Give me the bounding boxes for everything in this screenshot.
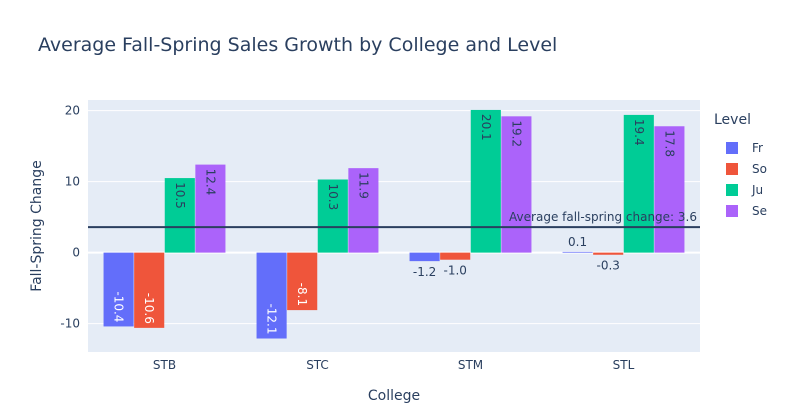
- data-label: -0.3: [596, 259, 619, 273]
- bar-so-stm: [440, 252, 471, 260]
- data-label: 20.1: [479, 114, 493, 141]
- axes: -10 0 10 20 STB STC STM STL: [60, 104, 634, 372]
- x-tick-label: STC: [306, 358, 329, 372]
- data-label: 19.2: [509, 120, 523, 147]
- reference-line-group: Average fall-spring change: 3.6: [88, 210, 700, 229]
- x-tick-label: STL: [613, 358, 635, 372]
- data-labels: -10.4 -10.610.512.4-12.1-8.110.3 11.9-1.2-…: [112, 114, 677, 335]
- legend-label: Se: [752, 203, 767, 218]
- bars: [103, 109, 685, 339]
- bar-se-stb: [195, 164, 226, 253]
- x-tick-label: STB: [153, 358, 176, 372]
- chart-title: Average Fall-Spring Sales Growth by Coll…: [38, 34, 558, 56]
- bar-so-stl: [593, 252, 624, 255]
- bar-so-stb: [134, 252, 165, 328]
- legend-swatch: [726, 183, 738, 196]
- data-label: 17.8: [662, 130, 676, 157]
- data-label: -1.0: [443, 264, 466, 278]
- bar-se-stl: [654, 126, 685, 253]
- x-tick-label: STM: [458, 358, 483, 372]
- legend-swatch: [726, 204, 738, 217]
- data-label: 12.4: [203, 169, 217, 196]
- bar-fr-stb: [103, 252, 134, 327]
- legend-title: Level: [714, 112, 751, 128]
- y-axis-title: Fall-Spring Change: [29, 160, 45, 291]
- data-label: 11.9: [356, 172, 370, 199]
- bar-so-stc: [287, 252, 318, 311]
- bar-ju-stc: [317, 179, 348, 253]
- data-label: -1.2: [413, 265, 436, 279]
- reference-line-label: Average fall-spring change: 3.6: [509, 210, 697, 224]
- bar-fr-stm: [409, 252, 440, 262]
- data-label: -10.4: [112, 291, 126, 322]
- legend-swatch: [726, 162, 738, 175]
- legend: Level Fr So Ju Se: [714, 112, 767, 221]
- data-label: -8.1: [295, 283, 309, 306]
- y-tick-label: 10: [65, 175, 80, 189]
- y-tick-label: -10: [60, 317, 80, 331]
- bar-fr-stl: [562, 251, 593, 253]
- legend-label: So: [752, 161, 767, 176]
- legend-item-fr[interactable]: Fr: [714, 137, 767, 158]
- bar-ju-stm: [470, 109, 501, 253]
- data-label: 19.4: [632, 119, 646, 146]
- bar-se-stc: [348, 168, 379, 253]
- y-tick-label: 0: [72, 246, 80, 260]
- legend-item-ju[interactable]: Ju: [714, 179, 767, 200]
- data-label: -10.6: [142, 293, 156, 324]
- y-tick-label: 20: [65, 104, 80, 118]
- legend-swatch: [726, 141, 738, 154]
- legend-label: Ju: [752, 182, 764, 197]
- legend-item-so[interactable]: So: [714, 158, 767, 179]
- data-label: 0.1: [568, 235, 587, 249]
- data-label: 10.5: [173, 182, 187, 209]
- legend-label: Fr: [752, 140, 763, 155]
- x-axis-title: College: [368, 388, 420, 404]
- bar-se-stm: [501, 116, 532, 253]
- legend-item-se[interactable]: Se: [714, 200, 767, 221]
- bar-fr-stc: [256, 252, 287, 339]
- data-label: -12.1: [265, 303, 279, 334]
- bar-ju-stl: [623, 114, 654, 253]
- data-label: 10.3: [326, 184, 340, 211]
- bar-ju-stb: [164, 178, 195, 253]
